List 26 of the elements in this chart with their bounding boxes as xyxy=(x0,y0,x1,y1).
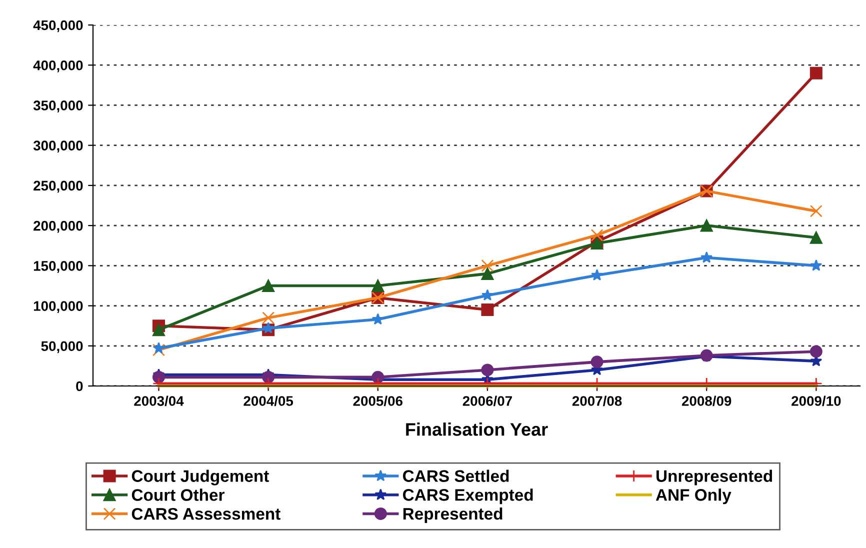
x-tick-label: 2006/07 xyxy=(462,396,512,406)
y-tick-label: 100,000 xyxy=(34,301,83,313)
y-tick-label: 400,000 xyxy=(33,60,83,72)
legend-label: CARS Settled xyxy=(403,470,509,482)
legend-label: Court Judgement xyxy=(132,470,269,486)
legend-label: Court Other xyxy=(132,488,224,501)
y-tick-label: 200,000 xyxy=(34,220,83,233)
x-tick-label: 2003/04 xyxy=(134,396,184,406)
legend-label: CARS Exempted xyxy=(403,488,533,504)
y-tick-label: 250,000 xyxy=(34,180,83,193)
legend-label: Unrepresented xyxy=(656,470,772,486)
y-tick-label: 300,000 xyxy=(33,140,83,153)
y-tick-label: 0 xyxy=(76,381,83,392)
x-tick-label: 2007/08 xyxy=(572,396,622,406)
y-tick-label: 350,000 xyxy=(33,100,83,112)
legend-label: Represented xyxy=(403,507,502,524)
x-tick-label: 2005/06 xyxy=(353,396,402,406)
legend-label: CARS Assessment xyxy=(132,508,280,520)
x-tick-label: 2004/05 xyxy=(244,396,294,406)
x-tick-label: 2009/10 xyxy=(792,396,841,406)
y-tick-label: 50,000 xyxy=(41,341,83,354)
legend-label: ANF Only xyxy=(656,488,732,504)
y-tick-label: 150,000 xyxy=(34,261,83,273)
y-tick-label: 450,000 xyxy=(33,20,83,32)
x-tick-label: 2008/09 xyxy=(682,396,732,406)
x-axis-title: Finalisation Year xyxy=(406,422,548,436)
